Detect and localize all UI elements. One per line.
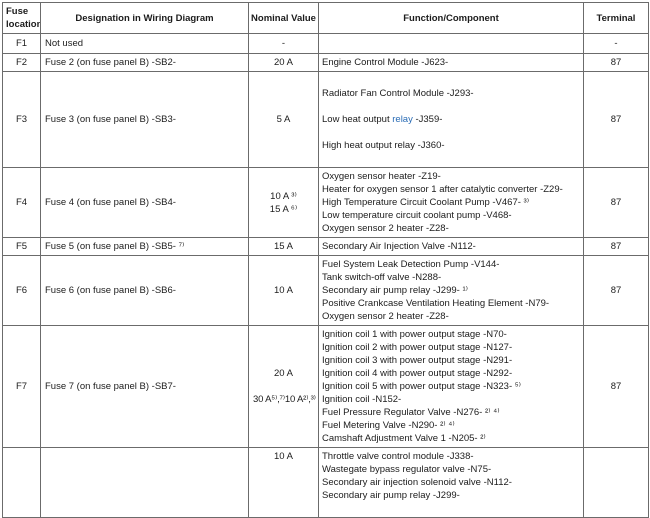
function-cell: Ignition coil 1 with power output stage … [318, 325, 584, 448]
table-row-f7: F7 Fuse 7 (on fuse panel B) -SB7- 20 A 3… [2, 325, 649, 448]
terminal-cell: 87 [583, 237, 649, 256]
terminal-cell: 87 [583, 167, 649, 238]
header-nominal-value: Nominal Value [248, 2, 319, 34]
header-function-component: Function/Component [318, 2, 584, 34]
function-cell: Radiator Fan Control Module -J293- Low h… [318, 71, 584, 168]
table-row-f3: F3 Fuse 3 (on fuse panel B) -SB3- 5 A Ra… [2, 71, 649, 168]
function-cell: Secondary Air Injection Valve -N112- [318, 237, 584, 256]
header-terminal: Terminal [583, 2, 649, 34]
fuse-cell: F4 [2, 167, 41, 238]
terminal-cell: 87 [583, 53, 649, 72]
fuse-cell: F3 [2, 71, 41, 168]
nominal-line: 20 A [273, 368, 294, 379]
relay-link[interactable]: relay [392, 114, 413, 125]
function-line: Radiator Fan Control Module -J293- [322, 88, 474, 99]
table-row-f4: F4 Fuse 4 (on fuse panel B) -SB4- 10 A ³… [2, 167, 649, 238]
function-cell: Oxygen sensor heater -Z19- Heater for ox… [318, 167, 584, 238]
nominal-cell: 20 A 30 A⁵⁾,⁷⁾10 A²⁾,³⁾ [248, 325, 319, 448]
nominal-cell: 10 A [248, 255, 319, 326]
table-row-partial: 10 A Throttle valve control module -J338… [2, 447, 649, 518]
nominal-cell: 10 A ³⁾ 15 A ⁶⁾ [248, 167, 319, 238]
nominal-cell: 15 A [248, 237, 319, 256]
fuse-cell: F2 [2, 53, 41, 72]
function-cell: Throttle valve control module -J338- Was… [318, 447, 584, 518]
fuse-cell [2, 447, 41, 518]
nominal-cell: 5 A [248, 71, 319, 168]
function-line: High heat output relay -J360- [322, 140, 445, 151]
nominal-line: 30 A⁵⁾,⁷⁾10 A²⁾,³⁾ [253, 394, 316, 405]
nominal-cell: 20 A [248, 53, 319, 72]
designation-cell: Fuse 4 (on fuse panel B) -SB4- [40, 167, 249, 238]
designation-cell [40, 447, 249, 518]
function-cell [318, 33, 584, 54]
function-text: Low heat output [322, 114, 393, 125]
header-designation: Designation in Wiring Diagram [40, 2, 249, 34]
designation-cell: Not used [40, 33, 249, 54]
table-row-f5: F5 Fuse 5 (on fuse panel B) -SB5- ⁷⁾ 15 … [2, 237, 649, 256]
header-row: Fuse location Designation in Wiring Diag… [2, 2, 649, 34]
table-row-f6: F6 Fuse 6 (on fuse panel B) -SB6- 10 A F… [2, 255, 649, 326]
terminal-cell: 87 [583, 325, 649, 448]
terminal-cell: 87 [583, 71, 649, 168]
terminal-cell: 87 [583, 255, 649, 326]
designation-cell: Fuse 6 (on fuse panel B) -SB6- [40, 255, 249, 326]
header-fuse-location: Fuse location [2, 2, 41, 34]
function-cell: Engine Control Module -J623- [318, 53, 584, 72]
designation-cell: Fuse 5 (on fuse panel B) -SB5- ⁷⁾ [40, 237, 249, 256]
fuse-cell: F6 [2, 255, 41, 326]
designation-cell: Fuse 2 (on fuse panel B) -SB2- [40, 53, 249, 72]
nominal-cell: 10 A [248, 447, 319, 518]
table-row-f1: F1 Not used - - [2, 33, 649, 54]
fuse-cell: F5 [2, 237, 41, 256]
designation-cell: Fuse 7 (on fuse panel B) -SB7- [40, 325, 249, 448]
function-cell: Fuel System Leak Detection Pump -V144- T… [318, 255, 584, 326]
fuse-cell: F7 [2, 325, 41, 448]
table-row-f2: F2 Fuse 2 (on fuse panel B) -SB2- 20 A E… [2, 53, 649, 72]
function-text: -J359- [412, 114, 443, 125]
designation-cell: Fuse 3 (on fuse panel B) -SB3- [40, 71, 249, 168]
terminal-cell: - [583, 33, 649, 54]
nominal-cell: - [248, 33, 319, 54]
fuse-cell: F1 [2, 33, 41, 54]
terminal-cell [583, 447, 649, 518]
function-line: Low heat output relay -J359- [322, 113, 580, 126]
